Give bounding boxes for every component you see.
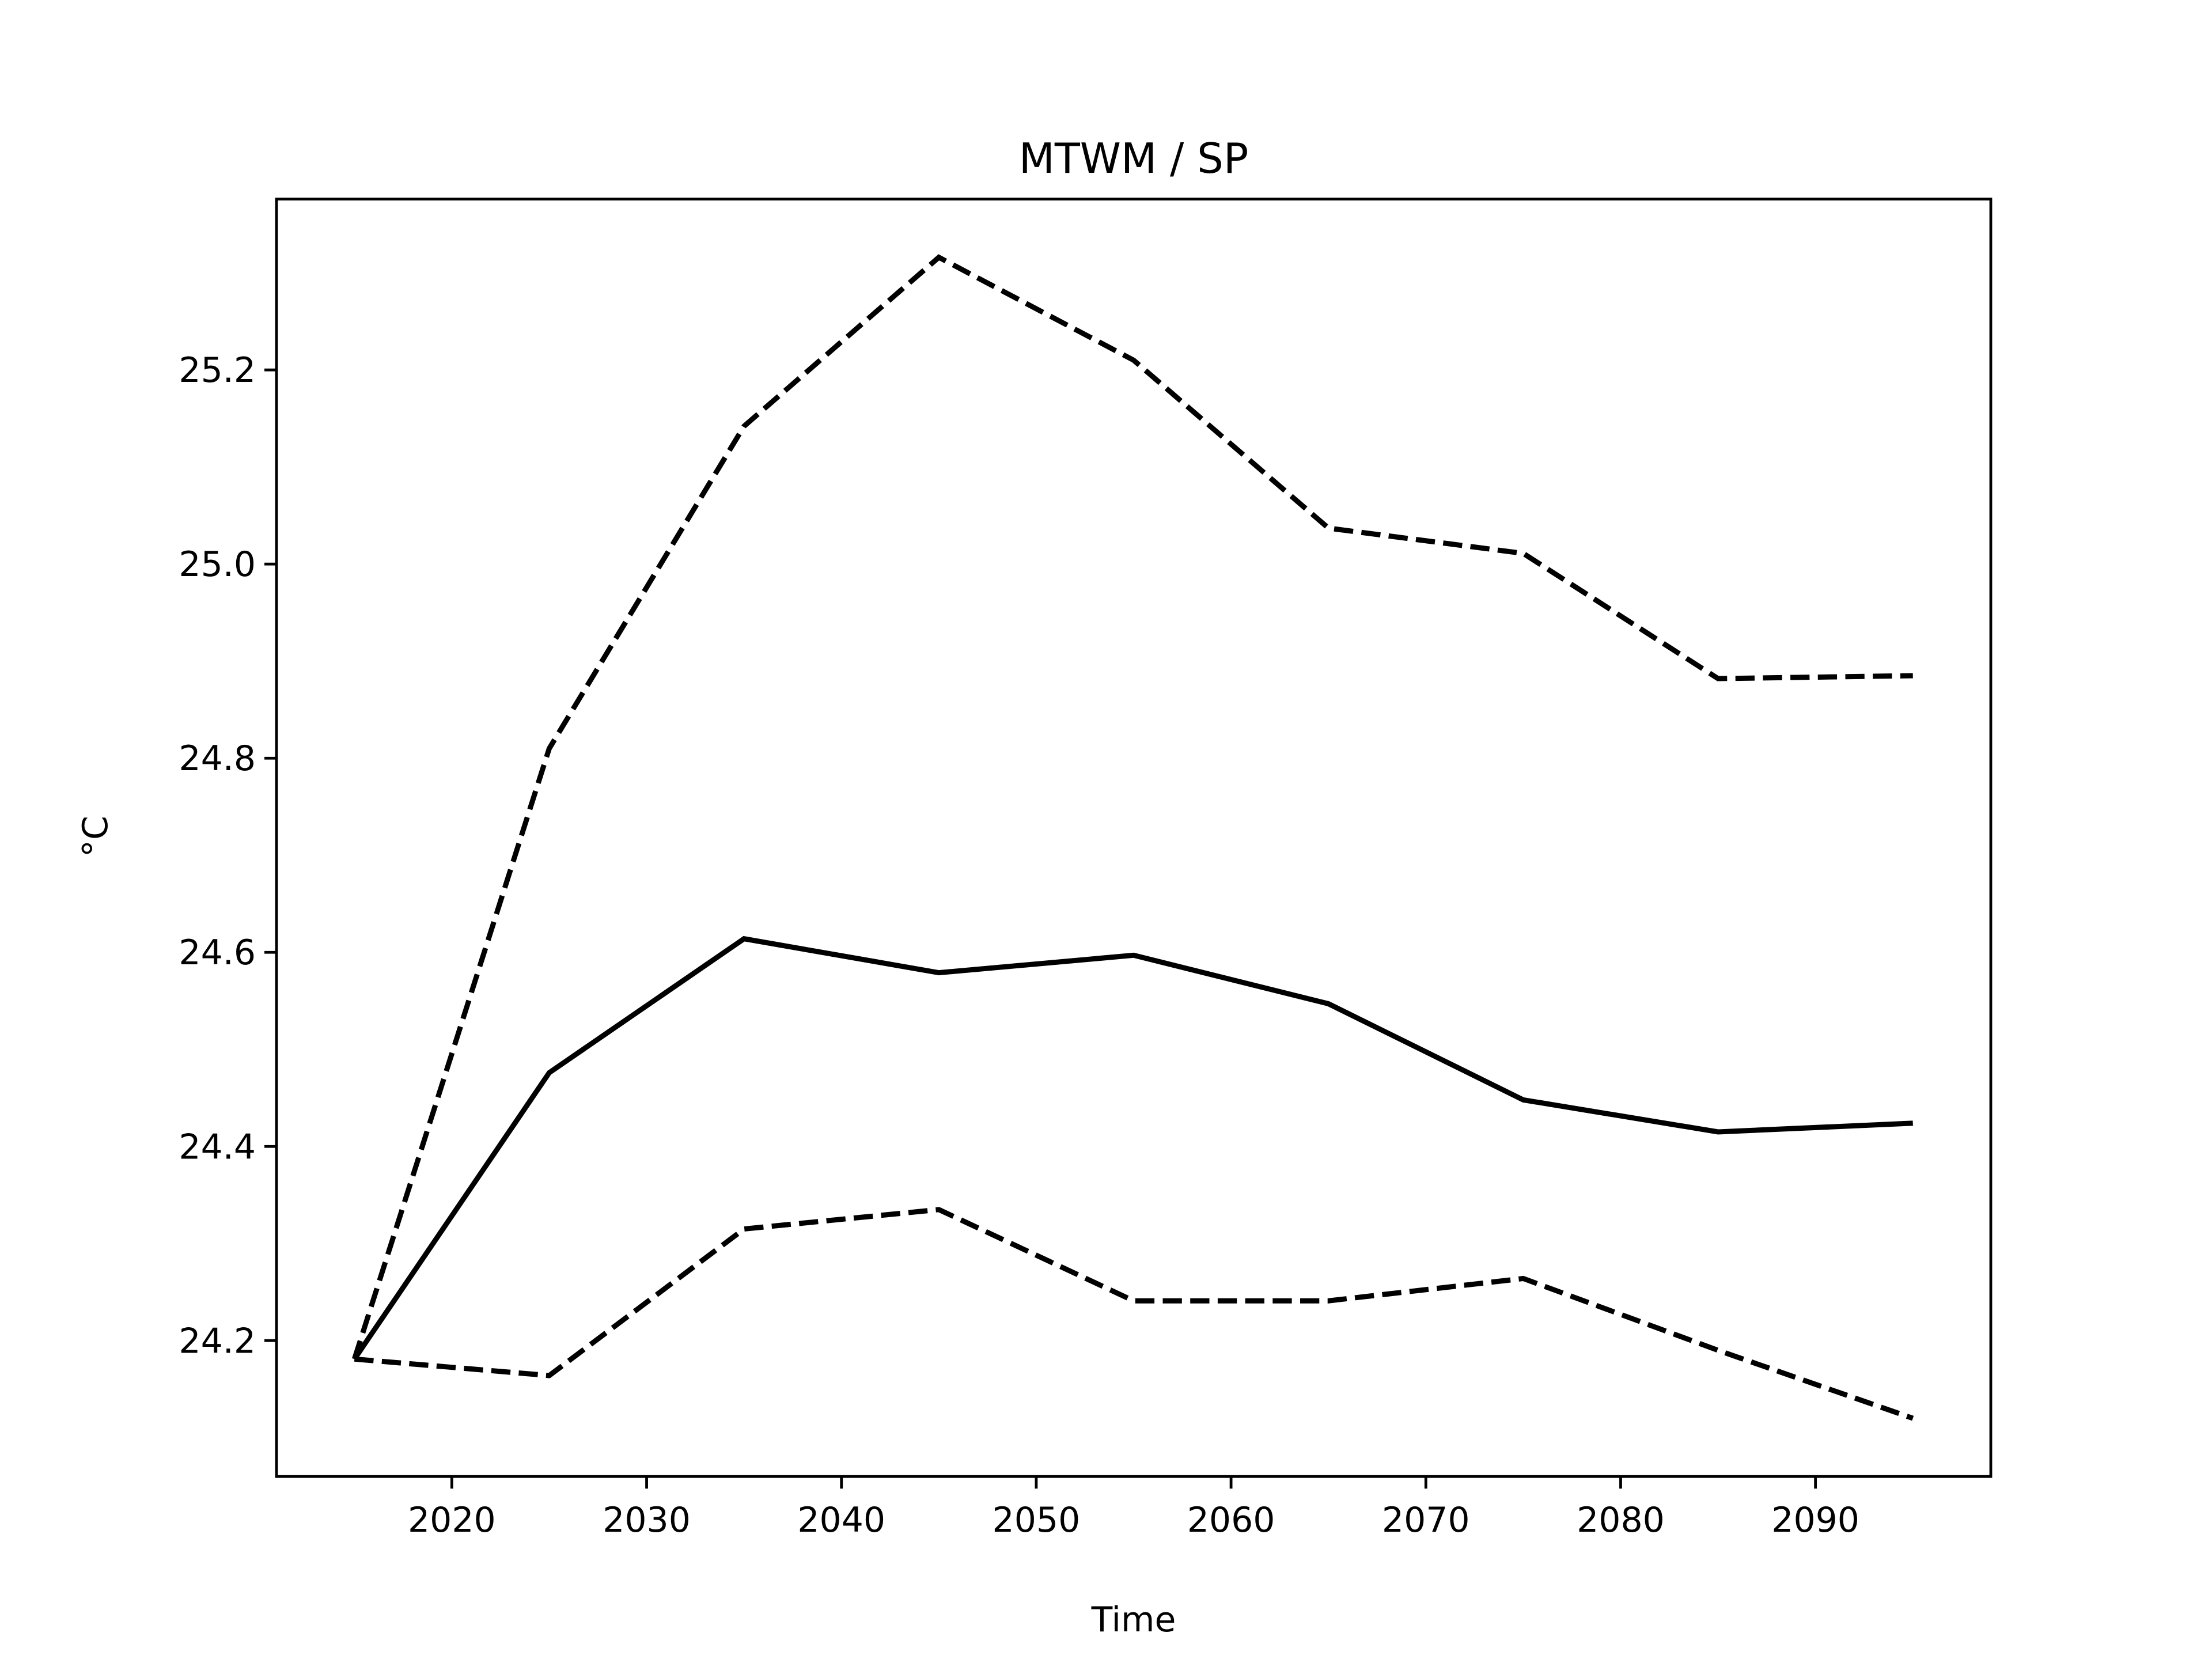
x-tick-label: 2070	[1382, 1500, 1470, 1540]
x-tick-label: 2040	[797, 1500, 885, 1540]
series-line	[352, 935, 1913, 1361]
x-tick-label: 2090	[1771, 1500, 1859, 1540]
x-tick-label: 2030	[603, 1500, 691, 1540]
y-axis-label: °C	[75, 816, 116, 857]
x-tick-label: 2060	[1187, 1500, 1275, 1540]
x-axis-label: Time	[1091, 1600, 1176, 1640]
x-tick-label: 2050	[993, 1500, 1081, 1540]
y-tick-label: 25.2	[179, 350, 256, 391]
x-tick-label: 2080	[1577, 1500, 1665, 1540]
plot-frame	[275, 198, 1993, 1478]
x-tick-label: 2020	[408, 1500, 496, 1540]
y-tick-label: 24.2	[179, 1321, 256, 1361]
y-tick-label: 24.8	[179, 738, 256, 779]
series-line	[351, 254, 1913, 1360]
series-line	[354, 1207, 1914, 1421]
y-tick-label: 24.6	[179, 933, 256, 973]
y-tick-label: 25.0	[179, 544, 256, 585]
y-tick-label: 24.4	[179, 1127, 256, 1167]
chart-title: MTWM / SP	[1019, 134, 1249, 183]
